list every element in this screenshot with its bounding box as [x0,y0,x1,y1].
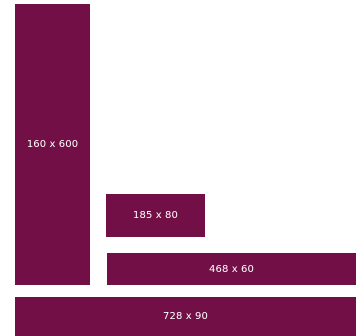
ad-placeholder-728x90: 728 x 90 [15,297,356,336]
ad-placeholder-160x600: 160 x 600 [15,4,90,285]
ad-size-label: 185 x 80 [133,210,178,221]
ad-placeholder-468x60: 468 x 60 [107,253,356,285]
ad-placeholder-185x80: 185 x 80 [106,194,205,237]
ad-size-label: 468 x 60 [209,263,254,275]
ad-size-label: 728 x 90 [163,311,208,322]
ad-size-label: 160 x 600 [26,139,79,150]
